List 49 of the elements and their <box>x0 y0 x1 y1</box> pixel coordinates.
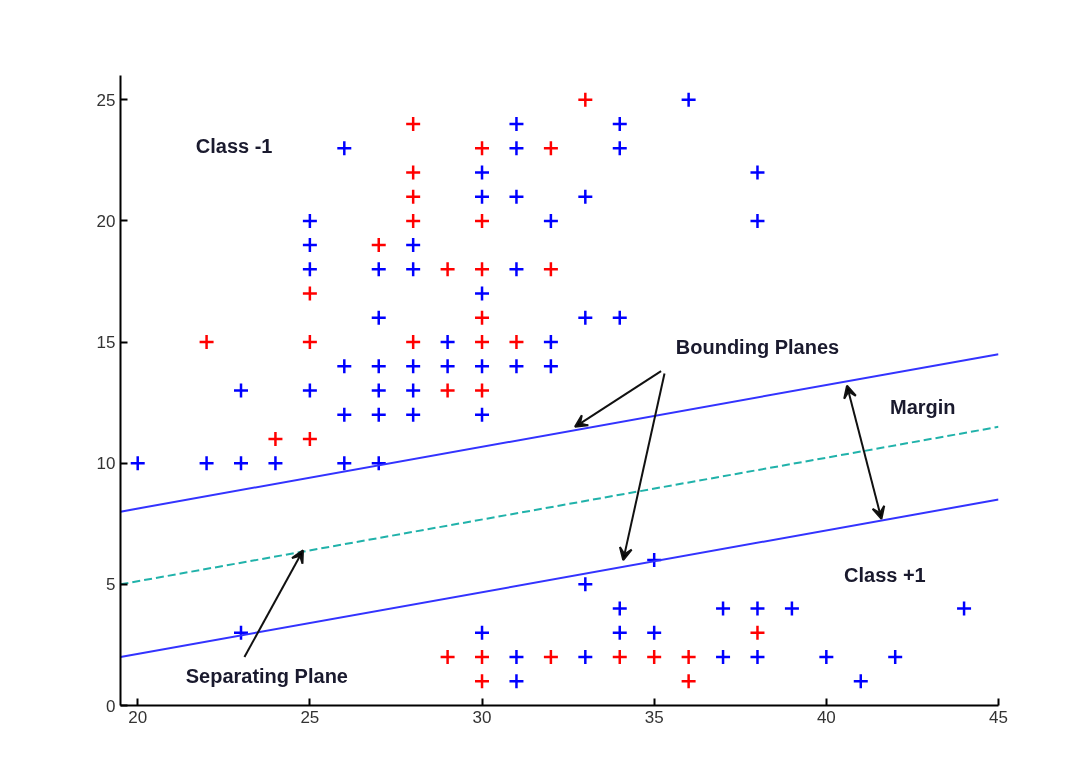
annotation: Bounding Planes <box>675 335 840 358</box>
point <box>577 91 594 108</box>
x-tick-label: 45 <box>989 707 1008 727</box>
y-tick-label: 20 <box>96 211 116 231</box>
point <box>404 212 422 230</box>
point <box>508 333 525 351</box>
point <box>473 333 491 351</box>
point <box>301 430 319 448</box>
point <box>301 285 319 302</box>
point <box>645 648 663 666</box>
y-tick-label: 5 <box>106 575 116 595</box>
point <box>473 139 491 157</box>
point <box>198 333 215 351</box>
point <box>439 261 456 278</box>
y-tick-label: 0 <box>106 696 116 716</box>
point <box>404 164 422 181</box>
point <box>301 333 319 351</box>
point <box>473 309 491 327</box>
x-tick-label: 25 <box>300 707 320 727</box>
x-tick-label: 20 <box>128 707 148 727</box>
point <box>473 382 491 399</box>
point <box>680 673 697 690</box>
x-tick-label: 35 <box>644 707 664 727</box>
point <box>749 624 766 642</box>
y-tick-label: 25 <box>96 90 116 110</box>
point <box>439 648 456 666</box>
point <box>370 236 387 254</box>
x-tick-label: 30 <box>472 707 492 727</box>
point <box>404 333 422 351</box>
point <box>404 115 422 133</box>
point <box>404 188 422 205</box>
annotation: Class +1 <box>844 563 926 586</box>
y-tick-label: 15 <box>96 333 116 353</box>
point <box>542 261 560 278</box>
annotation: Class -1 <box>195 134 273 157</box>
x-tick-label: 40 <box>816 707 836 727</box>
annotation: Margin <box>889 396 956 419</box>
y-tick-label: 10 <box>96 454 116 474</box>
point <box>680 648 697 666</box>
point <box>542 648 560 666</box>
point <box>473 212 491 230</box>
point <box>611 648 628 666</box>
point <box>439 382 456 399</box>
annotation: Separating Plane <box>185 664 348 687</box>
point <box>473 673 491 690</box>
point <box>267 430 284 448</box>
point <box>542 139 560 157</box>
point <box>473 648 491 666</box>
point <box>473 261 491 278</box>
